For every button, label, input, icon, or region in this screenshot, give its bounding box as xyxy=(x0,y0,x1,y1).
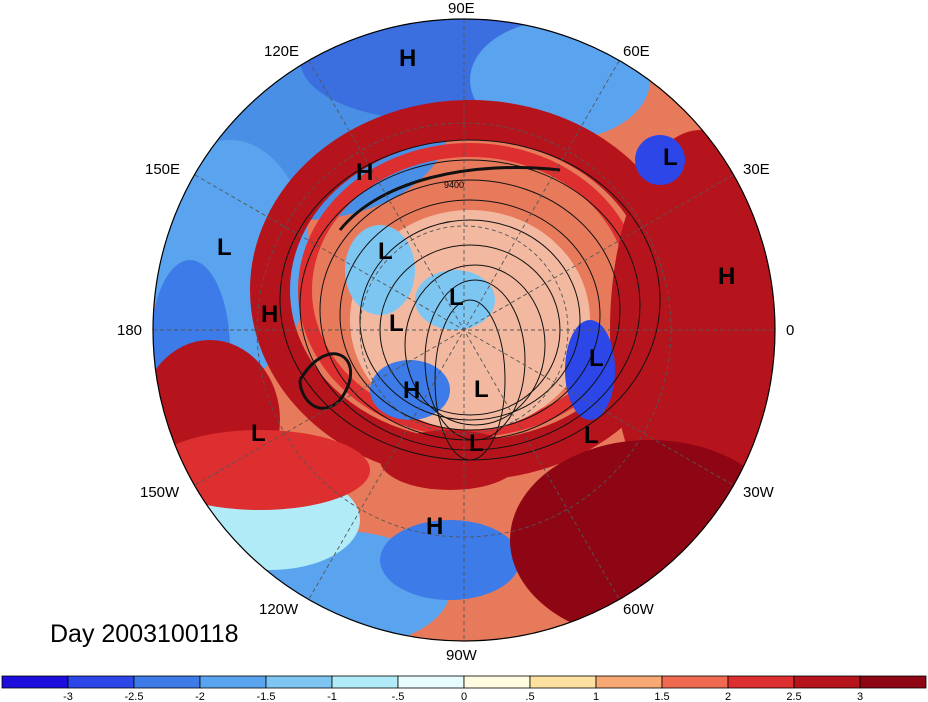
pressure-centers: H H L L H H L L L L H L L L L H xyxy=(217,45,735,540)
high-us: H xyxy=(426,513,443,540)
colorbar-tick-label: 2.5 xyxy=(786,691,801,702)
high-north: H xyxy=(399,45,416,72)
lon-180-label: 180 xyxy=(117,322,142,339)
low-gulf-alaska: L xyxy=(251,420,266,447)
lon-150w-label: 150W xyxy=(140,484,180,501)
low-north-pacific: L xyxy=(217,234,232,261)
graticule xyxy=(153,19,775,641)
low-hudson: L xyxy=(474,376,489,403)
lon-150e-label: 150E xyxy=(145,161,180,178)
lon-90e-label: 90E xyxy=(448,0,475,17)
high-east-pacific: H xyxy=(261,301,278,328)
colorbar-box xyxy=(67,675,135,689)
lon-120e-label: 120E xyxy=(264,43,299,60)
colorbar-box xyxy=(331,675,399,689)
high-siberia: H xyxy=(356,159,373,186)
low-canada: L xyxy=(469,430,484,457)
low-scandinavia: L xyxy=(663,144,678,171)
colorbar-box xyxy=(727,675,795,689)
colorbar: -3 -2.5 -2 -1.5 -1 -.5 0 .5 1 1.5 2 2.5 3 xyxy=(1,675,927,702)
colorbar-box xyxy=(859,675,927,689)
colorbar-tick-label: -2 xyxy=(195,691,205,702)
colorbar-box xyxy=(397,675,465,689)
lon-90w-label: 90W xyxy=(446,647,478,664)
high-africa: H xyxy=(718,263,735,290)
date-label: Day 2003100118 xyxy=(50,620,239,648)
colorbar-tick-label: 1 xyxy=(593,691,599,702)
lon-60e-label: 60E xyxy=(623,43,650,60)
anomaly-field xyxy=(153,19,775,641)
map-boundary xyxy=(152,18,776,642)
colorbar-box xyxy=(661,675,729,689)
colorbar-tick-label: .5 xyxy=(525,691,534,702)
geopotential-contours xyxy=(279,139,661,461)
colorbar-box xyxy=(1,675,69,689)
colorbar-box xyxy=(463,675,531,689)
colorbar-tick-label: 2 xyxy=(725,691,731,702)
colorbar-box xyxy=(199,675,267,689)
low-arctic: L xyxy=(378,238,393,265)
colorbar-tick-label: -1.5 xyxy=(257,691,276,702)
lon-120w-label: 120W xyxy=(259,601,299,618)
lon-30w-label: 30W xyxy=(743,484,775,501)
colorbar-tick-label: 3 xyxy=(857,691,863,702)
low-central: L xyxy=(389,310,404,337)
low-newfoundland: L xyxy=(584,422,599,449)
colorbar-tick-label: 1.5 xyxy=(654,691,669,702)
colorbar-tick-label: -3 xyxy=(63,691,73,702)
colorbar-box xyxy=(529,675,597,689)
colorbar-box xyxy=(265,675,333,689)
colorbar-tick-label: -.5 xyxy=(392,691,405,702)
lon-30e-label: 30E xyxy=(743,161,770,178)
low-atlantic: L xyxy=(589,345,604,372)
colorbar-box xyxy=(133,675,201,689)
high-alaska: H xyxy=(403,377,420,404)
colorbar-tick-label: -2.5 xyxy=(125,691,144,702)
lon-60w-label: 60W xyxy=(623,601,655,618)
colorbar-tick-label: -1 xyxy=(327,691,337,702)
lon-0-label: 0 xyxy=(786,322,794,339)
low-pole: L xyxy=(449,284,464,311)
colorbar-box xyxy=(595,675,663,689)
colorbar-box xyxy=(793,675,861,689)
contour-label: 9400 xyxy=(444,180,464,190)
colorbar-tick-label: 0 xyxy=(461,691,467,702)
longitude-labels: 90E 120E 60E 150E 30E 180 0 150W 30W 120… xyxy=(117,0,794,664)
